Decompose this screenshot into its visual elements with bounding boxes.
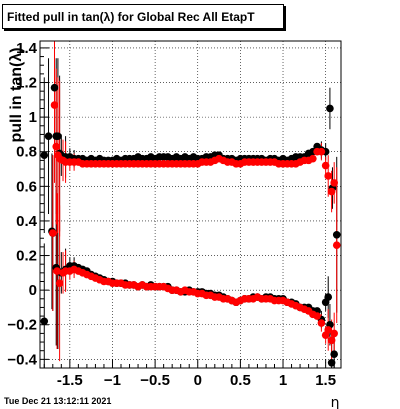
x-tick-label: 1.5	[315, 372, 336, 389]
y-tick-label: 1.4	[16, 40, 38, 57]
y-tick-label: 0	[29, 282, 37, 299]
data-point	[326, 104, 334, 113]
data-point	[55, 279, 64, 288]
data-point	[317, 319, 326, 327]
y-tick-label: 1.2	[16, 75, 37, 92]
x-tick-label: −0.5	[140, 372, 170, 389]
data-point	[327, 187, 336, 196]
red-series	[48, 101, 341, 345]
data-point	[321, 161, 330, 170]
y-tick-label: −0.4	[7, 351, 37, 368]
x-tick-label: 1	[279, 372, 287, 389]
x-axis: -1.5 −1 −0.5 0 0.5 1 1.5	[43, 359, 336, 389]
data-point	[50, 83, 59, 92]
data-point	[327, 336, 336, 345]
data-point	[324, 172, 333, 180]
data-point	[330, 350, 338, 358]
y-tick-label: 0.2	[16, 248, 37, 265]
data-point	[332, 241, 341, 249]
x-tick-label: -1.5	[57, 372, 83, 389]
data-point	[48, 229, 57, 237]
footer-timestamp: Tue Dec 21 13:12:11 2021	[4, 396, 112, 406]
data-point	[327, 359, 336, 367]
axes-frame	[39, 40, 342, 369]
chart-title: Fitted pull in tan(λ) for Global Rec All…	[2, 4, 284, 29]
data-point	[54, 132, 62, 140]
y-axis-label: pull in tan(λ)	[8, 47, 25, 142]
data-point	[52, 142, 61, 151]
data-point	[330, 179, 338, 187]
x-tick-label: 0	[194, 372, 202, 389]
data-point	[317, 147, 326, 156]
y-tick-label: 1	[29, 109, 37, 126]
data-point	[40, 317, 49, 326]
data-point	[324, 326, 333, 334]
data-point	[40, 151, 49, 159]
x-axis-label: η	[331, 395, 340, 409]
data-point	[313, 312, 321, 320]
x-tick-label: −1	[104, 372, 121, 389]
x-tick-label: 0.5	[230, 372, 251, 389]
y-tick-label: 0.6	[16, 178, 37, 195]
y-axis: −0.4 −0.2 0 0.2 0.4 0.6 0.8 1 1.2 1.4	[7, 40, 49, 368]
data-point	[50, 101, 59, 109]
y-tick-label: −0.2	[7, 317, 37, 334]
data-point	[53, 267, 61, 275]
data-point	[332, 230, 341, 239]
y-tick-label: 0.8	[16, 144, 37, 161]
data-point	[324, 293, 333, 301]
y-tick-label: 0.4	[16, 213, 38, 230]
data-point	[330, 329, 338, 338]
data-point	[309, 154, 317, 163]
data-point	[44, 132, 53, 140]
